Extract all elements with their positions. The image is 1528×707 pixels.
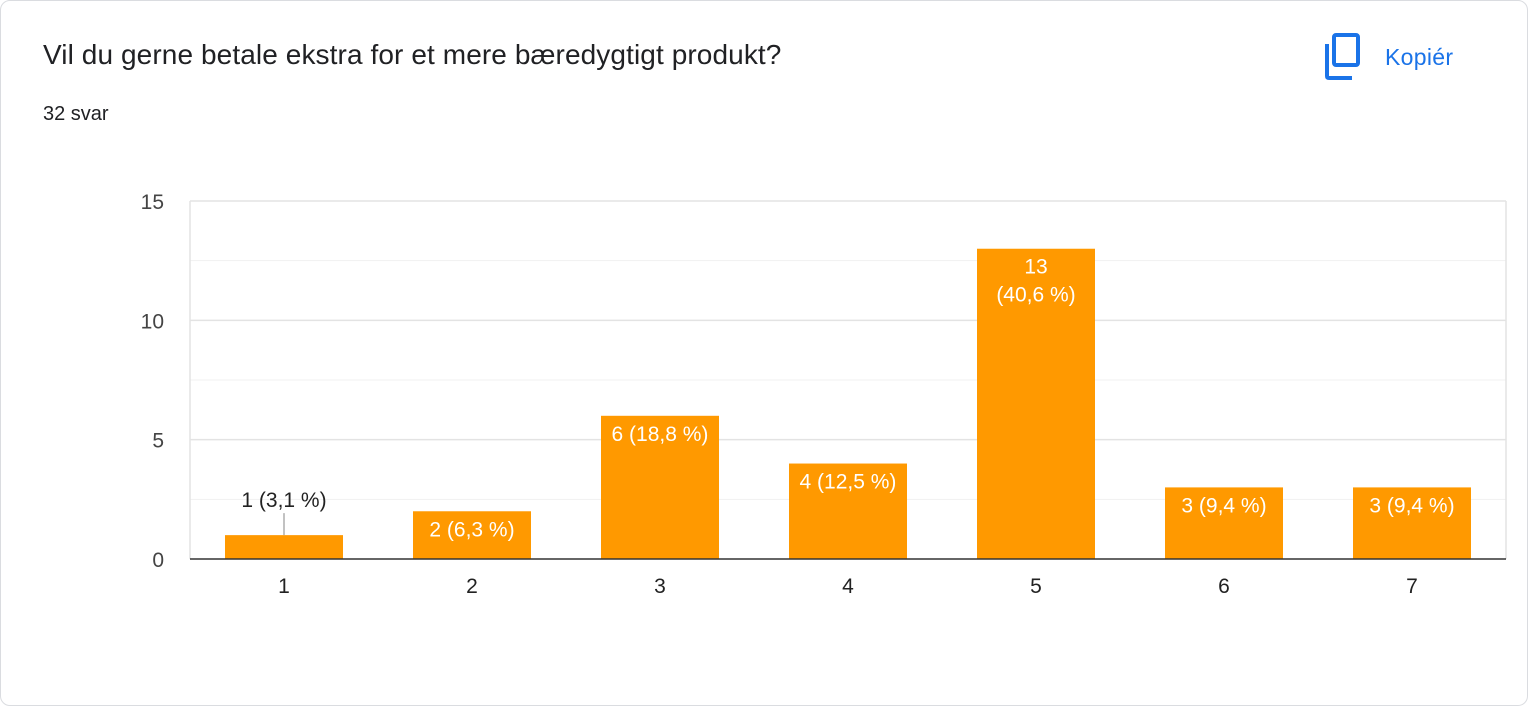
bar [977,248,1095,559]
y-tick-label: 10 [141,310,164,333]
x-tick-label: 4 [842,575,854,598]
data-label: 1 (3,1 %) [241,489,326,512]
bar [601,415,719,559]
data-label: (40,6 %) [996,284,1075,307]
x-tick-label: 1 [278,575,290,598]
x-tick-label: 3 [654,575,666,598]
x-tick-label: 5 [1030,575,1042,598]
bar [225,535,343,559]
bar [789,463,907,559]
x-tick-label: 6 [1218,575,1230,598]
y-tick-label: 0 [152,549,164,572]
question-title: Vil du gerne betale ekstra for et mere b… [43,39,782,70]
bar [1165,487,1283,559]
data-label: 3 (9,4 %) [1369,494,1454,517]
data-label: 2 (6,3 %) [429,518,514,541]
data-label: 6 (18,8 %) [612,423,709,446]
y-tick-label: 5 [152,430,164,453]
copy-button-label: Kopiér [1385,43,1454,70]
copy-button[interactable]: Kopiér [1319,31,1489,83]
data-label: 13 [1024,256,1047,279]
data-label: 3 (9,4 %) [1181,494,1266,517]
x-tick-label: 7 [1406,575,1418,598]
y-tick-label: 15 [141,191,164,214]
response-count: 32 svar [43,103,109,125]
copy-icon [1325,33,1360,80]
bar [1353,487,1471,559]
x-tick-label: 2 [466,575,478,598]
data-label: 4 (12,5 %) [800,471,897,494]
bar [413,511,531,559]
